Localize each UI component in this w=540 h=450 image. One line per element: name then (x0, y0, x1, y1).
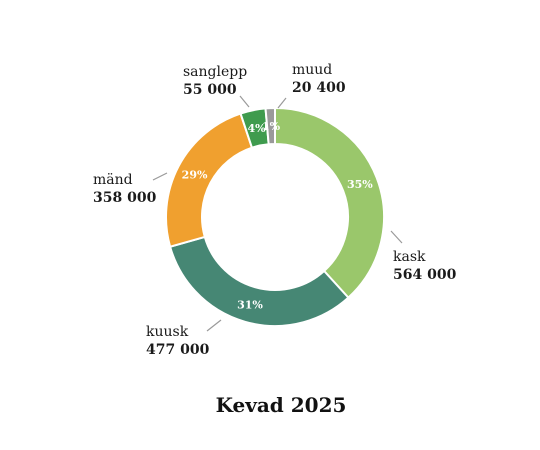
leader-line-mand (152, 172, 168, 181)
percent-label-kuusk: 31% (237, 298, 263, 311)
value-label-kuusk: 477 000 (146, 342, 210, 358)
slice-kuusk (168, 235, 350, 327)
slice-muud (264, 106, 276, 146)
category-label-muud: muud (292, 62, 332, 78)
category-label-mand: mänd (93, 172, 133, 188)
leader-line-kask (390, 230, 403, 244)
category-label-kask: kask (393, 249, 426, 265)
slice-kask (274, 106, 385, 300)
percent-label-mand: 29% (182, 168, 208, 181)
leader-line-muud (277, 97, 287, 109)
percent-label-sanglepp: 4% (247, 122, 266, 135)
percent-label-kask: 35% (347, 178, 373, 191)
chart-title: Kevad 2025 (216, 393, 347, 417)
value-label-mand: 358 000 (93, 190, 157, 206)
category-label-kuusk: kuusk (146, 324, 189, 340)
category-label-sanglepp: sanglepp (183, 64, 247, 80)
value-label-sanglepp: 55 000 (183, 82, 237, 98)
leader-line-kuusk (206, 319, 222, 332)
leader-line-sanglepp (239, 95, 250, 108)
slice-mand (165, 112, 254, 248)
percent-label-muud: 1% (262, 120, 281, 133)
value-label-kask: 564 000 (393, 267, 457, 283)
value-label-muud: 20 400 (292, 80, 346, 96)
